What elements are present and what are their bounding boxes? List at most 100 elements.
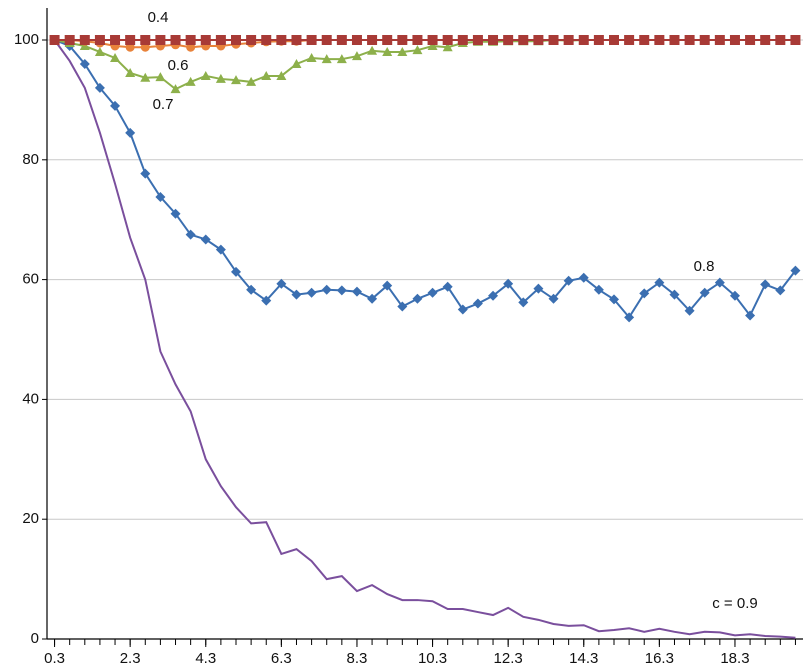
marker <box>457 304 468 315</box>
marker <box>321 54 332 64</box>
marker <box>745 35 756 45</box>
x-tick-label: 14.3 <box>569 650 598 667</box>
series-label: 0.7 <box>153 96 174 113</box>
marker <box>548 35 559 45</box>
marker <box>125 127 136 138</box>
marker <box>306 287 317 298</box>
marker <box>654 35 665 45</box>
marker <box>775 285 786 296</box>
marker <box>231 75 241 85</box>
marker <box>140 72 151 82</box>
marker <box>729 290 740 301</box>
marker <box>261 35 272 45</box>
x-tick-label: 16.3 <box>645 650 674 667</box>
marker <box>246 284 257 295</box>
marker <box>94 82 105 93</box>
marker <box>261 295 272 306</box>
marker <box>790 265 801 276</box>
marker <box>593 35 604 45</box>
marker <box>714 277 725 288</box>
marker <box>49 35 60 45</box>
marker <box>578 272 589 283</box>
marker <box>140 168 151 179</box>
marker <box>639 35 650 45</box>
marker <box>351 51 362 61</box>
marker <box>593 284 604 295</box>
marker <box>246 35 257 45</box>
marker <box>231 35 241 45</box>
marker <box>412 45 423 55</box>
marker <box>533 283 544 294</box>
marker <box>170 84 181 94</box>
y-tick-label: 100 <box>14 31 39 48</box>
marker <box>427 40 438 50</box>
marker <box>321 35 332 45</box>
marker <box>669 289 680 300</box>
marker <box>367 45 378 55</box>
marker <box>306 35 317 45</box>
marker <box>472 35 483 45</box>
marker <box>397 301 408 312</box>
y-tick-label: 0 <box>31 630 39 647</box>
marker <box>503 278 514 289</box>
marker <box>215 35 226 45</box>
marker <box>639 288 650 299</box>
y-tick-label: 20 <box>22 510 39 527</box>
marker <box>125 67 136 77</box>
marker <box>291 58 302 68</box>
x-tick-label: 0.3 <box>44 650 65 667</box>
series-label: c = 0.9 <box>712 595 757 612</box>
marker <box>760 279 771 290</box>
marker <box>155 35 166 45</box>
x-tick-label: 6.3 <box>271 650 292 667</box>
marker <box>699 35 710 45</box>
marker <box>699 287 710 298</box>
x-tick-label: 8.3 <box>347 650 368 667</box>
marker <box>94 35 105 45</box>
marker <box>170 208 181 219</box>
marker <box>291 289 302 300</box>
marker <box>185 35 196 45</box>
marker <box>669 35 680 45</box>
series-line <box>54 39 796 49</box>
marker <box>367 293 378 304</box>
marker <box>684 305 695 316</box>
marker <box>110 35 121 45</box>
marker <box>442 42 453 52</box>
marker <box>775 35 786 45</box>
marker <box>64 35 75 45</box>
marker <box>382 280 393 291</box>
marker <box>790 35 801 45</box>
marker <box>624 312 635 323</box>
y-tick-label: 40 <box>22 390 39 407</box>
marker <box>276 278 287 289</box>
marker <box>215 244 226 255</box>
marker <box>351 286 362 297</box>
marker <box>578 35 589 45</box>
marker <box>185 76 196 86</box>
marker <box>231 266 241 277</box>
marker <box>729 35 740 45</box>
series-label: 0.6 <box>168 57 189 74</box>
marker <box>503 35 514 45</box>
marker <box>533 35 544 45</box>
marker <box>155 72 166 82</box>
marker <box>442 35 453 45</box>
marker <box>472 298 483 309</box>
x-tick-label: 4.3 <box>195 650 216 667</box>
marker <box>336 54 347 64</box>
marker <box>367 35 378 45</box>
marker <box>624 35 635 45</box>
marker <box>200 70 211 80</box>
y-tick-label: 80 <box>22 151 39 168</box>
series-line <box>54 38 796 91</box>
marker <box>336 35 347 45</box>
marker <box>351 35 362 45</box>
x-tick-label: 12.3 <box>494 650 523 667</box>
marker <box>488 35 499 45</box>
series-label: 0.8 <box>694 258 715 275</box>
marker <box>276 70 287 80</box>
x-tick-label: 2.3 <box>120 650 141 667</box>
marker <box>79 58 90 69</box>
